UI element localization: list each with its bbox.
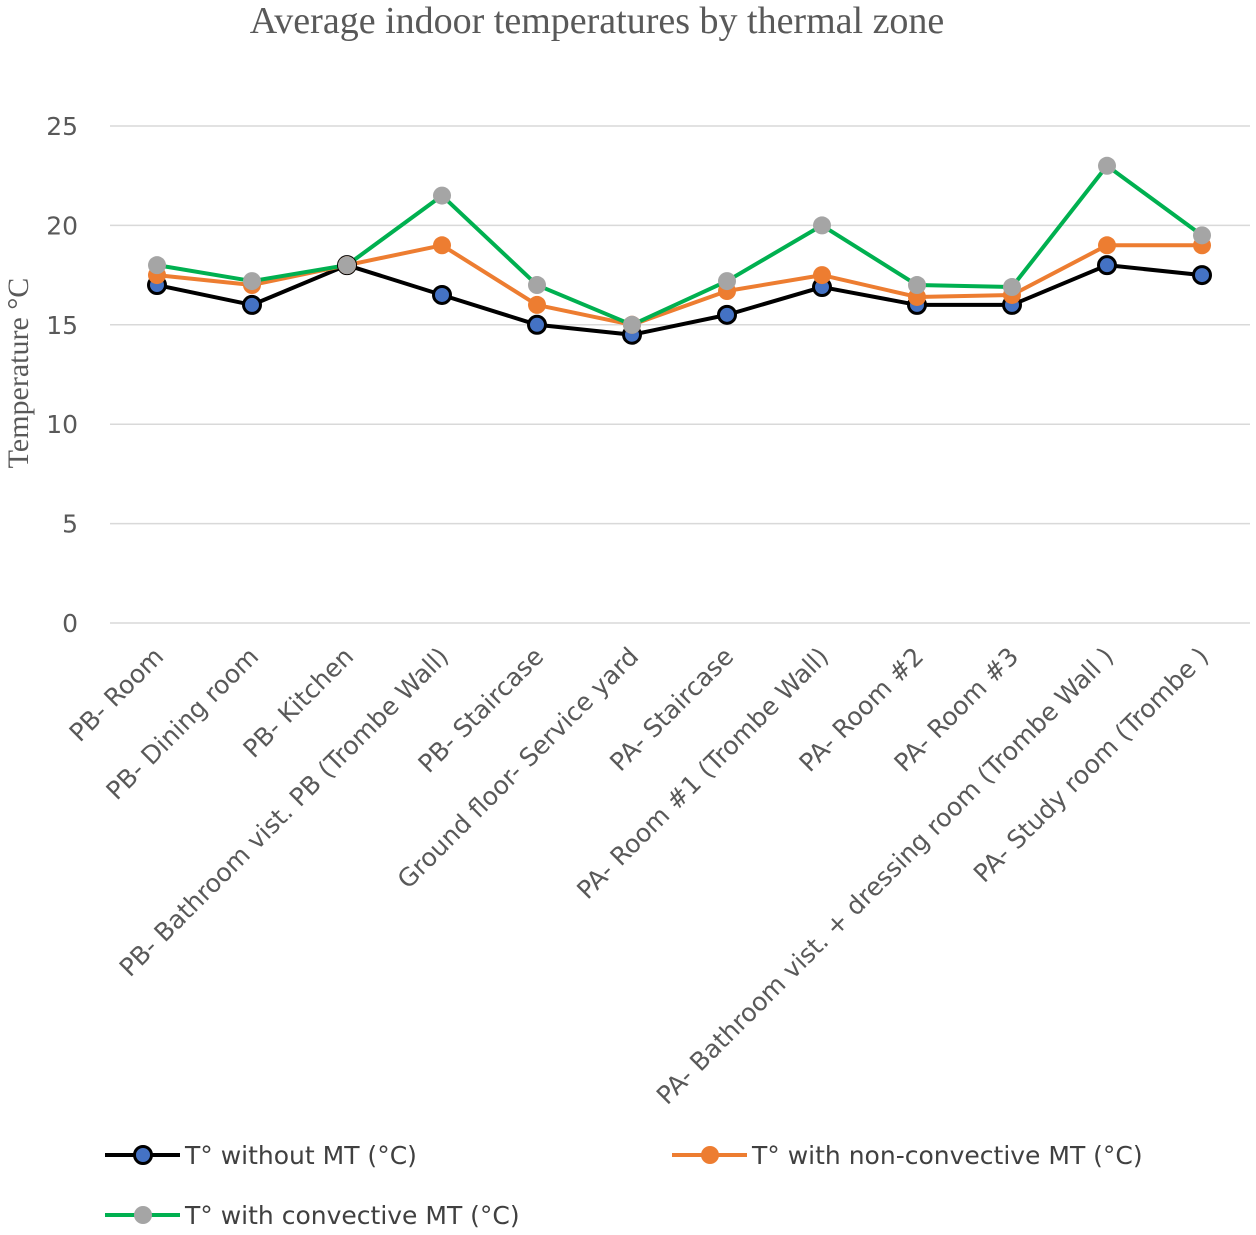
gridlines [110, 125, 1250, 624]
data-point [433, 186, 451, 205]
data-point [1097, 255, 1117, 276]
data-point [243, 272, 261, 291]
data-point [433, 236, 451, 255]
data-point [527, 314, 547, 335]
legend-label: T° without MT (°C) [184, 1141, 417, 1170]
legend: T° without MT (°C) T° with non-convective… [105, 1141, 1143, 1230]
series-line-2 [156, 243, 1202, 327]
y-tick-label: 15 [46, 311, 78, 340]
data-point [1192, 265, 1212, 286]
data-point [908, 276, 926, 295]
series-line-3 [156, 163, 1204, 327]
legend-marker [134, 1206, 152, 1224]
y-tick-label: 0 [62, 609, 78, 638]
data-point [623, 315, 641, 334]
y-tick-label: 20 [46, 211, 78, 240]
data-point [1003, 278, 1021, 297]
data-point [1193, 226, 1211, 245]
data-point [717, 304, 737, 325]
data-point [338, 256, 356, 275]
data-point [528, 295, 546, 314]
data-point [242, 294, 262, 315]
series-lines [147, 156, 1212, 345]
y-tick-label: 10 [46, 410, 78, 439]
data-point [813, 216, 831, 235]
data-point [432, 284, 452, 305]
legend-marker [701, 1146, 719, 1164]
chart-title: Average indoor temperatures by thermal z… [250, 0, 945, 42]
series-line-1 [156, 263, 1203, 337]
x-tick-label: PA- Bathroom vist. + dressing room (Trom… [651, 642, 1119, 1110]
data-point [813, 266, 831, 285]
y-tick-label: 5 [62, 510, 78, 539]
data-point [528, 276, 546, 295]
legend-marker [133, 1145, 153, 1165]
legend-label: T° with non-convective MT (°C) [751, 1141, 1143, 1170]
legend-label: T° with convective MT (°C) [184, 1201, 520, 1230]
data-point [1098, 156, 1116, 175]
y-tick-labels: 0 5 10 15 20 25 [46, 112, 78, 638]
y-tick-label: 25 [46, 112, 78, 141]
data-point [718, 272, 736, 291]
y-axis-label: Temperature °C [2, 278, 35, 469]
data-point [148, 256, 166, 275]
x-tick-label: PB- Bathroom vist. PB (Trombe Wall) [114, 642, 455, 983]
data-point [1098, 236, 1116, 255]
